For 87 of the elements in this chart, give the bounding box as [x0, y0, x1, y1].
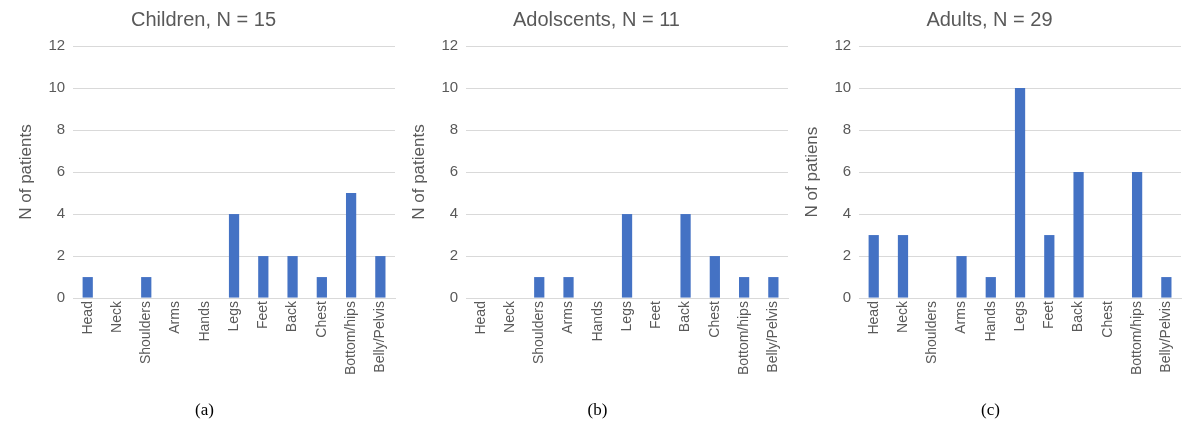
- y-tick-label: 2: [449, 246, 459, 264]
- x-tick-label: Belly/Pelvis: [371, 301, 388, 373]
- x-tick-label: Chest: [1098, 300, 1115, 338]
- y-tick-label: 6: [842, 162, 852, 180]
- x-tick-label: Head: [864, 301, 881, 335]
- x-tick-label: Belly/Pelvis: [1157, 301, 1174, 373]
- chart-title: Adults, N = 29: [926, 7, 1053, 30]
- x-tick-label: Shoulders: [137, 301, 154, 365]
- x-tick-label: Back: [1069, 300, 1086, 333]
- x-tick-label: Neck: [107, 300, 124, 333]
- x-tick-label: Back: [676, 300, 693, 333]
- x-tick-label: Arms: [559, 301, 576, 334]
- y-tick-label: 6: [449, 162, 459, 180]
- y-tick-label: 12: [441, 36, 459, 54]
- bar: [287, 256, 298, 298]
- chart-title: Children, N = 15: [130, 7, 277, 30]
- x-tick-label: Hands: [195, 301, 212, 342]
- y-tick-label: 0: [842, 288, 852, 306]
- x-tick-label: Bottom/hips: [1127, 301, 1144, 376]
- x-tick-label: Legs: [224, 301, 241, 332]
- bar: [897, 235, 909, 298]
- y-tick-label: 4: [842, 204, 852, 222]
- x-tick-label: Feet: [647, 300, 664, 330]
- x-tick-label: Head: [471, 301, 488, 335]
- x-tick-label: Head: [78, 301, 95, 335]
- x-tick-label: Chest: [705, 300, 722, 338]
- x-tick-label: Arms: [166, 301, 183, 334]
- bar: [680, 214, 691, 298]
- x-tick-label: Feet: [1040, 300, 1057, 330]
- x-tick-label: Shoulders: [923, 301, 940, 365]
- bar: [228, 214, 240, 298]
- y-tick-label: 8: [449, 120, 459, 138]
- x-tick-label: Feet: [254, 300, 271, 330]
- bar: [563, 277, 574, 298]
- y-tick-label: 0: [449, 288, 459, 306]
- bar: [141, 277, 152, 298]
- bar: [258, 256, 269, 298]
- y-tick-label: 6: [56, 162, 66, 180]
- bar: [375, 256, 386, 298]
- y-axis-title: N of patiens: [801, 126, 821, 218]
- y-axis-title: N of patients: [408, 124, 428, 220]
- chart-title: Adolscents, N = 11: [513, 7, 680, 30]
- y-tick-label: 8: [842, 120, 852, 138]
- y-tick-label: 4: [56, 204, 66, 222]
- y-tick-label: 10: [834, 78, 852, 96]
- y-tick-label: 10: [48, 78, 66, 96]
- y-tick-label: 12: [48, 36, 66, 54]
- text: (a): [195, 400, 214, 420]
- bar: [868, 235, 879, 298]
- y-axis-title: N of patients: [15, 124, 35, 220]
- bar: [709, 256, 720, 298]
- bar: [1161, 277, 1172, 298]
- bar: [985, 277, 996, 298]
- text: (c): [981, 400, 1000, 420]
- y-tick-label: 8: [56, 120, 66, 138]
- x-tick-label: Bottom/hips: [341, 301, 358, 376]
- x-tick-label: Legs: [1010, 301, 1027, 332]
- x-tick-label: Belly/Pelvis: [764, 301, 781, 373]
- y-tick-label: 2: [56, 246, 66, 264]
- x-tick-label: Shoulders: [530, 301, 547, 365]
- y-tick-label: 4: [449, 204, 459, 222]
- bar: [316, 277, 327, 298]
- x-tick-label: Bottom/hips: [734, 301, 751, 376]
- bar: [534, 277, 545, 298]
- x-tick-label: Neck: [500, 300, 517, 333]
- y-tick-label: 10: [441, 78, 459, 96]
- x-tick-label: Chest: [312, 300, 329, 338]
- x-tick-label: Hands: [588, 301, 605, 342]
- y-tick-label: 2: [842, 246, 852, 264]
- bar: [1131, 172, 1143, 298]
- y-tick-label: 0: [56, 288, 66, 306]
- bar: [1044, 235, 1055, 298]
- bar: [1073, 172, 1084, 298]
- bar: [82, 277, 93, 298]
- bar: [768, 277, 779, 298]
- bar: [1014, 88, 1026, 298]
- x-tick-label: Arms: [952, 301, 969, 334]
- bar: [345, 193, 357, 298]
- x-tick-label: Back: [283, 300, 300, 333]
- bar: [738, 277, 750, 298]
- y-tick-label: 12: [834, 36, 852, 54]
- bar: [956, 256, 967, 298]
- x-tick-label: Legs: [617, 301, 634, 332]
- x-tick-label: Neck: [893, 300, 910, 333]
- x-tick-label: Hands: [981, 301, 998, 342]
- bar: [621, 214, 633, 298]
- text: (b): [587, 400, 608, 420]
